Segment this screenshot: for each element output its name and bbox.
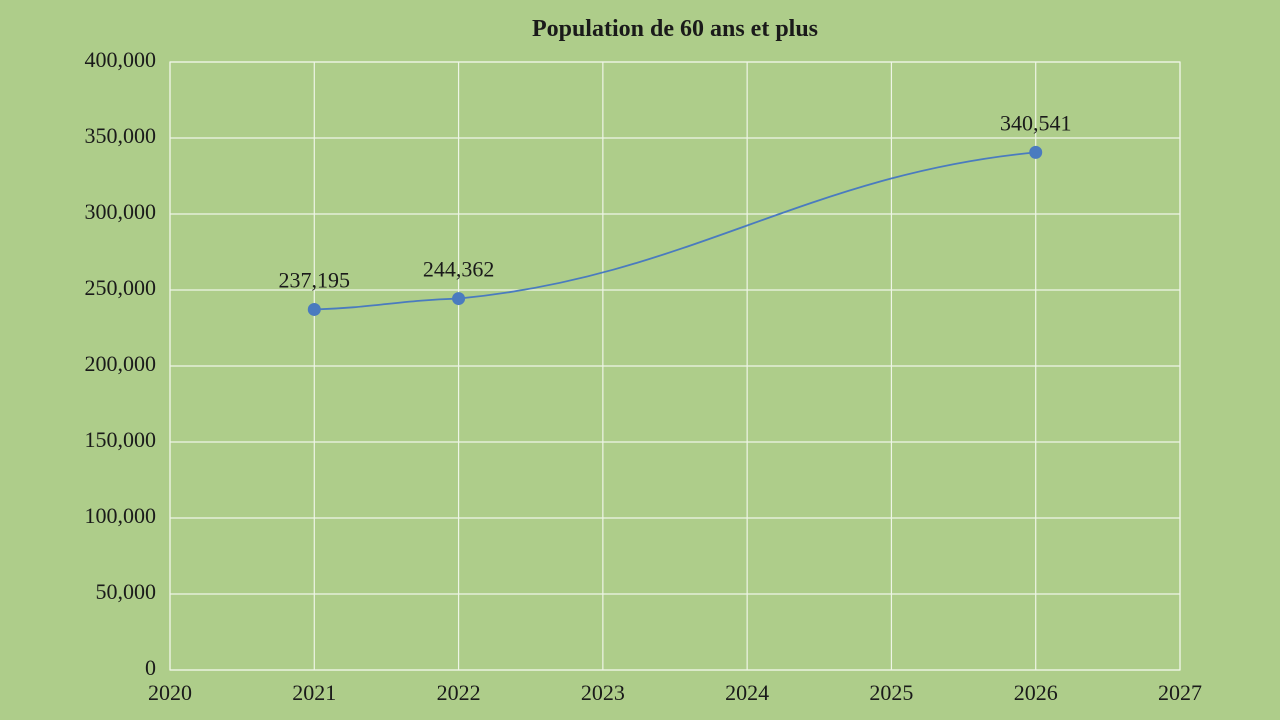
data-point-marker — [1030, 146, 1042, 158]
x-tick-label: 2020 — [148, 680, 192, 705]
x-tick-label: 2023 — [581, 680, 625, 705]
y-tick-label: 200,000 — [85, 351, 157, 376]
chart-title: Population de 60 ans et plus — [532, 16, 818, 42]
x-tick-label: 2022 — [437, 680, 481, 705]
y-tick-label: 100,000 — [85, 503, 157, 528]
y-tick-label: 150,000 — [85, 427, 157, 452]
x-tick-label: 2025 — [869, 680, 913, 705]
x-tick-label: 2026 — [1014, 680, 1058, 705]
data-point-label: 340,541 — [1000, 110, 1072, 135]
data-point-label: 237,195 — [279, 267, 351, 292]
chart-container: 0 50,000 100,000 150,000 200,000 250,000 300,0… — [0, 0, 1280, 720]
data-point-marker — [308, 303, 320, 315]
population-line-chart: 0 50,000 100,000 150,000 200,000 250,000 300,0… — [0, 0, 1280, 720]
x-tick-label: 2027 — [1158, 680, 1202, 705]
x-tick-label: 2024 — [725, 680, 769, 705]
y-tick-label: 50,000 — [96, 579, 157, 604]
x-tick-label: 2021 — [292, 680, 336, 705]
y-tick-label: 0 — [145, 655, 156, 680]
data-point-marker — [453, 293, 465, 305]
y-tick-label: 300,000 — [85, 199, 157, 224]
y-tick-label: 350,000 — [85, 123, 157, 148]
y-axis-labels: 0 50,000 100,000 150,000 200,000 250,000 300,0… — [85, 47, 157, 680]
y-tick-label: 250,000 — [85, 275, 157, 300]
y-tick-label: 400,000 — [85, 47, 157, 72]
data-point-label: 244,362 — [423, 257, 495, 282]
